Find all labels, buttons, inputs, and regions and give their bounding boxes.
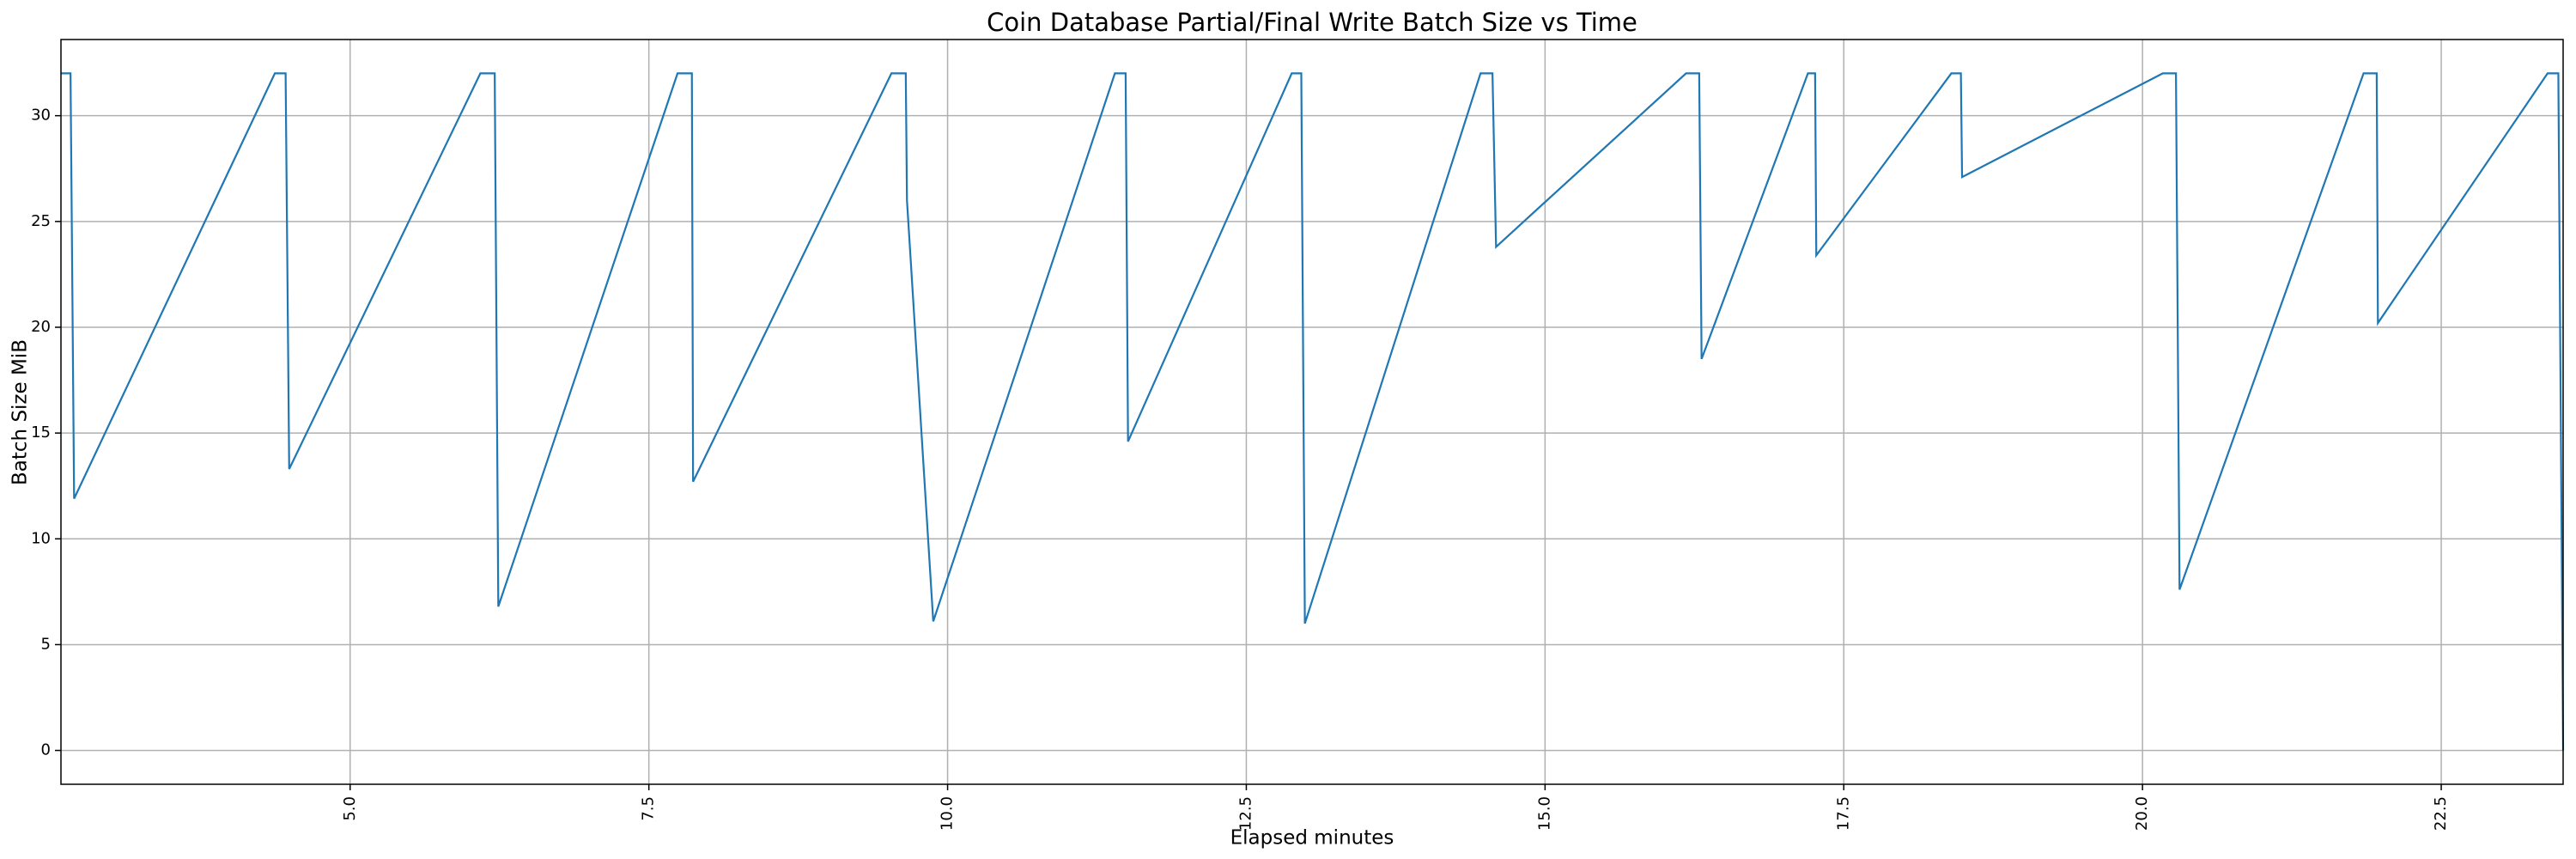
x-tick-label: 5.0 (341, 796, 359, 821)
y-tick-label: 20 (31, 318, 51, 336)
y-axis-label: Batch Size MiB (9, 339, 32, 485)
chart-title: Coin Database Partial/Final Write Batch … (987, 8, 1637, 37)
plot-frame (60, 39, 2564, 785)
data-line (61, 72, 2565, 751)
y-tick-label: 15 (31, 423, 51, 442)
y-tick-label: 10 (31, 529, 51, 547)
x-tick-label: 17.5 (1834, 796, 1852, 831)
y-tick-label: 30 (31, 107, 51, 125)
x-tick-label: 22.5 (2432, 796, 2450, 831)
y-tick-label: 5 (41, 635, 51, 653)
y-tick-label: 25 (31, 212, 51, 230)
x-tick-label: 15.0 (1535, 796, 1553, 831)
x-tick-label: 10.0 (939, 796, 957, 831)
x-tick-label: 20.0 (2133, 796, 2151, 831)
x-tick-label: 12.5 (1236, 796, 1255, 831)
x-axis-label: Elapsed minutes (1230, 827, 1394, 850)
x-tick-label: 7.5 (640, 796, 658, 821)
y-tick-label: 0 (41, 741, 51, 759)
